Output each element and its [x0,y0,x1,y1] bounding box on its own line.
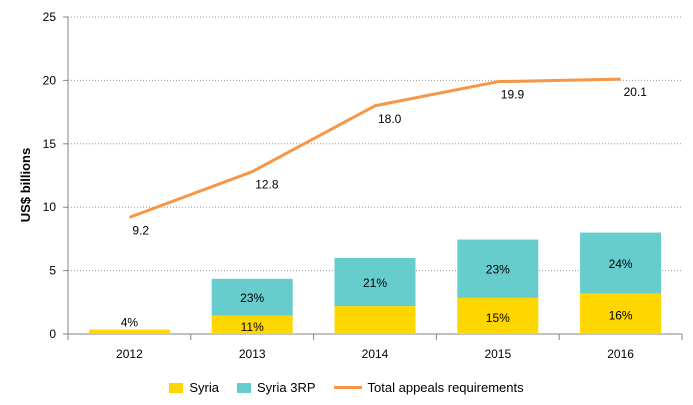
bar-label-syria: 15% [486,311,510,325]
y-tick-label: 0 [49,327,56,341]
bar-label-syria-3rp: 24% [609,257,633,271]
y-tick-label: 5 [49,264,56,278]
x-tick-label: 2015 [484,347,511,361]
line-label-total-appeals: 9.2 [132,223,149,237]
legend-label-syria: Syria [189,380,219,395]
legend-item-syria: Syria [169,380,219,395]
y-axis-title: US$ billions [18,148,33,222]
bar-label-syria: 4% [121,316,139,330]
gridlines [68,16,682,272]
y-tick-label: 20 [43,73,57,87]
data-labels: 4% 11% 23% 21% 15% 23% 16% 24% 9.2 12.8 18.0 19.9 20… [121,85,648,334]
bar-label-syria: 11% [241,320,264,334]
bar-label-syria-3rp: 23% [240,291,264,305]
legend-item-total-appeals: Total appeals requirements [333,380,524,395]
x-axis: 2012 2013 2014 2015 2016 [67,333,683,361]
legend-swatch-syria [169,382,184,393]
bar-syria [457,297,539,334]
bar-syria-3rp [334,257,416,307]
bar-syria [580,293,662,334]
x-tick-label: 2016 [607,347,634,361]
legend-swatch-syria-3rp [237,382,251,393]
y-tick-label: 10 [43,200,57,214]
y-axis: 0 5 10 15 20 25 [43,10,69,341]
bar-syria [334,306,416,334]
bar-label-syria-3rp: 21% [363,276,387,290]
legend-item-syria-3rp: Syria 3RP [237,380,316,395]
y-tick-label: 15 [43,137,57,151]
bar-label-syria: 16% [609,309,633,323]
line-label-total-appeals: 12.8 [255,178,279,192]
legend-label-total-appeals: Total appeals requirements [367,380,524,395]
y-tick-label: 25 [43,10,57,24]
line-series [128,77,621,219]
legend: Syria Syria 3RP Total appeals requiremen… [0,380,693,395]
legend-label-syria-3rp: Syria 3RP [257,380,316,395]
bar-syria [211,315,293,334]
bars [88,232,662,334]
bar-syria [88,329,170,334]
x-tick-label: 2013 [239,347,266,361]
x-tick-label: 2014 [362,347,389,361]
x-tick-label: 2012 [116,347,143,361]
line-total-appeals [128,77,621,219]
line-label-total-appeals: 18.0 [378,112,402,126]
bar-label-syria-3rp: 23% [486,263,510,277]
bar-syria-3rp [457,239,539,298]
legend-swatch-total-appeals [333,386,362,389]
line-label-total-appeals: 19.9 [501,88,525,102]
line-label-total-appeals: 20.1 [624,85,648,99]
bar-syria-3rp [580,232,662,294]
bar-syria-3rp [211,278,293,316]
